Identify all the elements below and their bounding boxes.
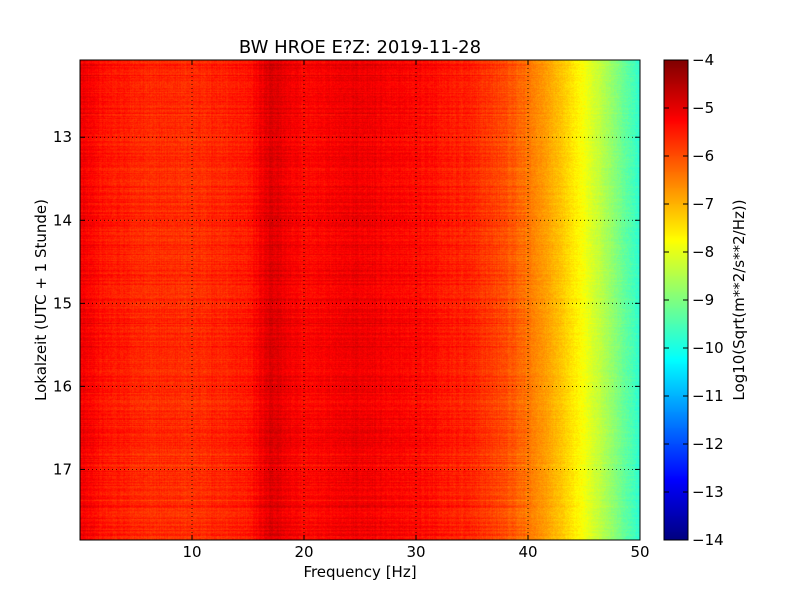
colorbar-tick-label: −9 xyxy=(692,291,714,309)
y-axis-ticks: 13 14 15 16 17 xyxy=(53,128,640,478)
colorbar-tick-label: −4 xyxy=(692,51,714,69)
colorbar-tick-label: −8 xyxy=(692,243,714,261)
colorbar-ticks: −4 −5 −6 −7 −8 −9 −10 −11 −12 −13 −14 xyxy=(664,51,724,549)
colorbar-tick-label: −14 xyxy=(692,531,724,549)
colorbar-tick-label: −6 xyxy=(692,147,714,165)
colorbar-tick-label: −11 xyxy=(692,387,724,405)
colorbar-tick-label: −7 xyxy=(692,195,714,213)
colorbar-tick-label: −5 xyxy=(692,99,714,117)
colorbar-tick-label: −13 xyxy=(692,483,724,501)
spectrogram-canvas-container xyxy=(80,60,640,540)
x-tick-label: 30 xyxy=(406,543,425,561)
x-axis-label: Frequency [Hz] xyxy=(303,563,416,581)
grid-lines xyxy=(80,60,640,540)
spectrogram-heatmap xyxy=(80,60,640,540)
x-tick-label: 10 xyxy=(182,543,201,561)
x-axis-ticks: 10 20 30 40 50 xyxy=(182,60,650,561)
colorbar-tick-label: −12 xyxy=(692,435,724,453)
y-tick-label: 17 xyxy=(53,460,72,478)
plot-frame xyxy=(79,59,641,541)
y-tick-label: 16 xyxy=(53,377,72,395)
y-tick-label: 14 xyxy=(53,211,72,229)
y-tick-label: 13 xyxy=(53,128,72,146)
colorbar-label: Log10(Sqrt(m**2/s**2/Hz)) xyxy=(730,199,748,400)
x-tick-label: 20 xyxy=(294,543,313,561)
chart-title: BW HROE E?Z: 2019-11-28 xyxy=(239,37,481,58)
x-tick-label: 50 xyxy=(630,543,649,561)
y-axis-label: Lokalzeit (UTC + 1 Stunde) xyxy=(32,199,50,401)
x-tick-label: 40 xyxy=(518,543,537,561)
colorbar-tick-label: −10 xyxy=(692,339,724,357)
y-tick-label: 15 xyxy=(53,294,72,312)
